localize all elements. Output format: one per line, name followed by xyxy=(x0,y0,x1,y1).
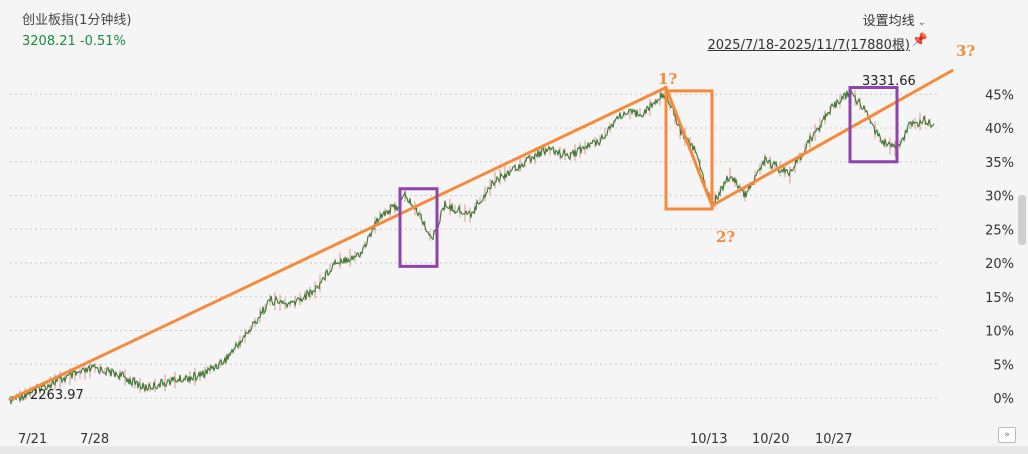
y-tick-label: 30% xyxy=(985,190,1014,205)
price-series-line xyxy=(9,88,935,405)
date-range-link[interactable]: 2025/7/18-2025/11/7(17880根) xyxy=(707,38,910,53)
y-tick-label: 15% xyxy=(985,291,1014,306)
pin-icon[interactable]: 📌 xyxy=(911,33,928,48)
x-tick-label: 10/20 xyxy=(752,432,789,447)
x-tick-label: 7/28 xyxy=(80,432,109,447)
trend-line xyxy=(664,86,714,208)
price-label: 3331.66 xyxy=(862,74,916,89)
y-tick-label: 45% xyxy=(985,88,1014,103)
x-tick-label: 7/21 xyxy=(18,432,47,447)
trend-line xyxy=(8,86,668,401)
annotation-label: 2? xyxy=(716,228,735,246)
annotation-box xyxy=(398,187,439,268)
change-percent: -0.51% xyxy=(79,34,126,49)
bottom-toolbar xyxy=(0,446,1028,454)
right-scrollbar[interactable] xyxy=(1018,195,1026,245)
scroll-end-button[interactable]: » xyxy=(998,427,1016,443)
x-tick-label: 10/13 xyxy=(690,432,727,447)
y-tick-label: 20% xyxy=(985,257,1014,272)
y-tick-label: 0% xyxy=(993,392,1014,407)
y-tick-label: 5% xyxy=(993,358,1014,373)
y-tick-label: 35% xyxy=(985,156,1014,171)
annotation-box xyxy=(664,89,714,211)
annotation-box xyxy=(848,86,899,164)
chart-title: 创业板指(1分钟线) xyxy=(22,13,132,28)
y-tick-label: 10% xyxy=(985,325,1014,340)
annotation-label: 1? xyxy=(658,70,677,88)
x-tick-label: 10/27 xyxy=(815,432,852,447)
y-tick-label: 25% xyxy=(985,223,1014,238)
price-label: 2263.97 xyxy=(30,388,84,403)
y-tick-label: 40% xyxy=(985,122,1014,137)
set-ma-label: 设置均线 xyxy=(862,14,915,29)
trend-line xyxy=(710,69,954,208)
set-ma-button[interactable]: 设置均线 ⌄ xyxy=(863,10,926,29)
chevron-down-icon: ⌄ xyxy=(917,17,926,28)
last-price: 3208.21 xyxy=(22,34,76,49)
last-price-readout: 3208.21 -0.51% xyxy=(22,34,126,49)
candle-wicks xyxy=(19,85,931,403)
annotation-label: 3? xyxy=(956,42,975,60)
